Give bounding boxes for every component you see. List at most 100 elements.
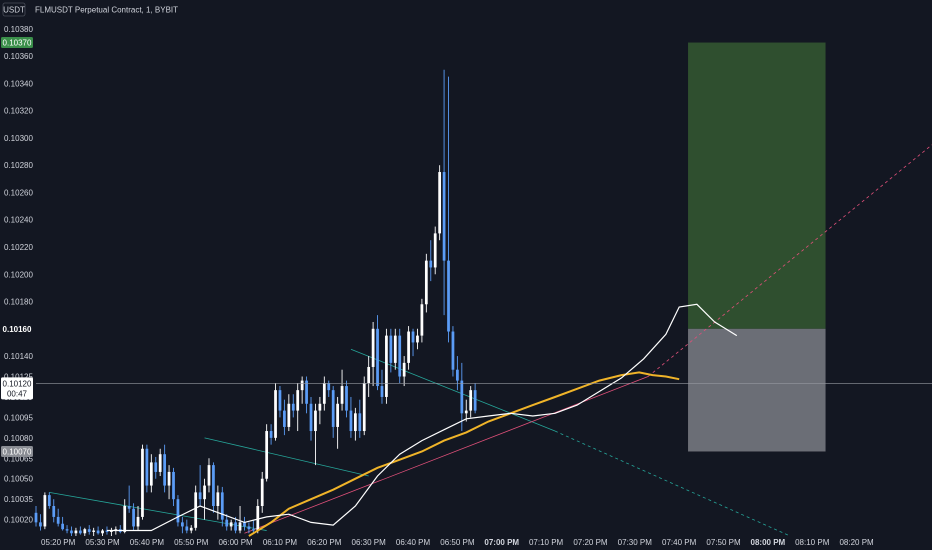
- profit-zone[interactable]: [688, 42, 826, 329]
- time-tick-label: 07:20 PM: [573, 538, 608, 547]
- candle: [83, 527, 87, 536]
- candle-body: [407, 331, 410, 363]
- candle: [331, 386, 335, 438]
- candle: [47, 492, 51, 509]
- candle-body: [158, 454, 162, 472]
- candle-body: [327, 383, 331, 391]
- candle-body: [238, 522, 242, 531]
- price-tick-label: 0.10035: [4, 495, 33, 504]
- candle: [65, 525, 69, 534]
- candle-body: [314, 410, 317, 432]
- candle: [376, 315, 379, 391]
- candle: [345, 380, 348, 418]
- candle-body: [336, 403, 339, 427]
- candle: [318, 396, 322, 425]
- candle-body: [132, 508, 135, 527]
- trend-line-extension: [647, 144, 932, 377]
- candle-body: [212, 465, 215, 507]
- candle-body: [87, 529, 91, 532]
- candle: [296, 383, 300, 432]
- candle: [411, 328, 415, 357]
- candle-body: [331, 390, 335, 427]
- candle: [34, 506, 38, 527]
- candle: [451, 326, 455, 377]
- candle-body: [96, 530, 100, 534]
- candle-body: [464, 410, 468, 414]
- time-tick-label: 06:10 PM: [263, 538, 298, 547]
- candle: [110, 527, 113, 536]
- drawing-lines: [49, 144, 932, 537]
- candle: [300, 376, 304, 404]
- candle-body: [78, 530, 82, 534]
- candle-body: [260, 478, 264, 507]
- candle-body: [424, 260, 428, 305]
- candle: [398, 328, 402, 384]
- candle-body: [216, 492, 220, 507]
- candle-body: [163, 454, 167, 486]
- candle-body: [136, 516, 140, 527]
- candle-body: [70, 530, 73, 534]
- time-tick-label: 06:20 PM: [307, 538, 342, 547]
- candle: [349, 396, 353, 438]
- candle: [291, 394, 295, 418]
- candle: [402, 356, 406, 387]
- candle-body: [251, 529, 255, 531]
- candle: [203, 478, 206, 520]
- currency-badge[interactable]: USDT: [2, 2, 26, 17]
- candle-body: [358, 413, 362, 432]
- candle: [87, 525, 91, 535]
- candle: [212, 462, 215, 513]
- candle-body: [149, 462, 153, 486]
- candle: [172, 467, 175, 507]
- candle-body: [65, 529, 69, 531]
- candle: [70, 526, 73, 536]
- candle: [362, 376, 366, 436]
- candle: [367, 356, 371, 397]
- time-tick-label: 06:40 PM: [396, 538, 431, 547]
- candle-body: [185, 526, 189, 531]
- candle-body: [278, 390, 282, 411]
- time-tick-label: 08:10 PM: [795, 538, 830, 547]
- candle: [78, 526, 82, 535]
- loss-zone[interactable]: [688, 328, 826, 452]
- candle: [39, 514, 42, 531]
- candle: [181, 516, 184, 534]
- price-tick-label: 0.10200: [4, 270, 33, 279]
- candle-body: [456, 369, 459, 381]
- candle-body: [447, 260, 450, 332]
- candle-body: [123, 506, 127, 532]
- candle: [220, 486, 224, 527]
- candle-body: [256, 506, 260, 531]
- stop-price-tag: 0.10070: [1, 445, 33, 457]
- candle: [163, 444, 167, 493]
- candle-body: [92, 530, 96, 532]
- candle: [429, 240, 433, 282]
- time-axis[interactable]: 05:20 PM 05:30 PM 05:40 PM 05:50 PM 06:00 PM…: [41, 538, 874, 547]
- candle: [123, 499, 127, 534]
- candle-body: [442, 172, 446, 261]
- candle-body: [39, 522, 42, 527]
- candle: [132, 503, 135, 531]
- price-tick-label: 0.10360: [4, 52, 33, 61]
- candle: [154, 456, 158, 479]
- candles: [34, 69, 477, 536]
- candle: [407, 326, 410, 370]
- candle-body: [83, 529, 87, 534]
- price-tick-label: 0.10125: [4, 373, 33, 382]
- price-axis[interactable]: 0.10020 0.10035 0.10050 0.10065 0.10080 0.100…: [4, 25, 33, 525]
- candle: [92, 527, 96, 536]
- candle-body: [460, 380, 464, 414]
- candle-body: [380, 386, 384, 397]
- candle: [145, 444, 149, 493]
- candle: [380, 369, 384, 404]
- candle-body: [207, 465, 211, 486]
- price-tick-label: 0.10260: [4, 188, 33, 197]
- price-tick-label: 0.10300: [4, 134, 33, 143]
- candle-body: [416, 335, 419, 343]
- candle: [243, 516, 246, 531]
- candle: [456, 356, 459, 391]
- candle-body: [385, 335, 388, 397]
- current-price-tag: 0.10120 00:47: [1, 377, 33, 400]
- candle-body: [198, 492, 202, 500]
